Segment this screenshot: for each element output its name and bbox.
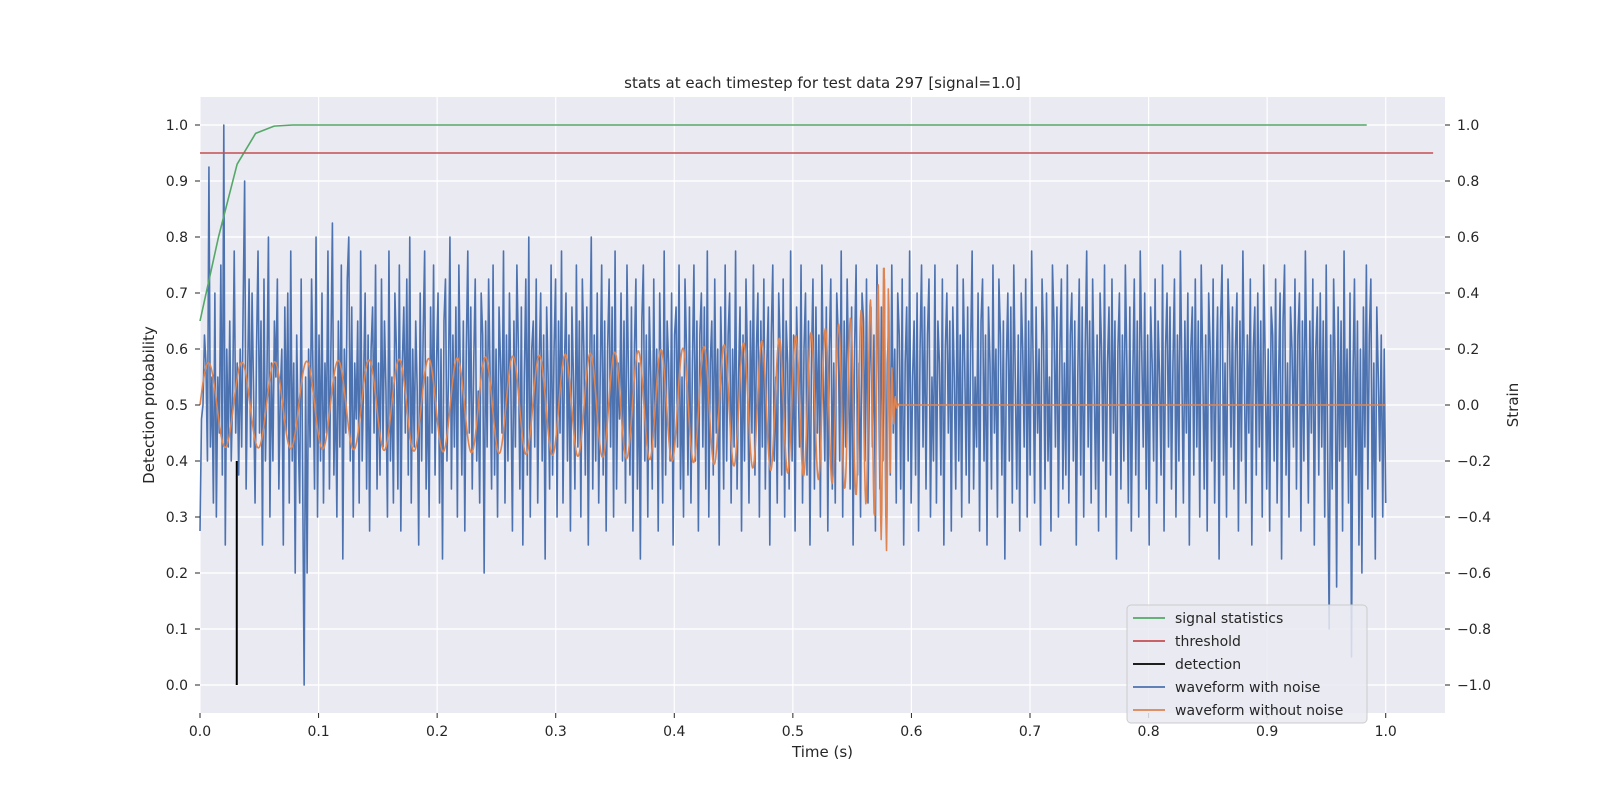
- axes: 0.0 0.1 0.2 0.3 0.4 0.5 0.6 0.7 0.8 0.9 1.0 0.0 0.1 0…: [166, 118, 1491, 740]
- y-tick-label-right: 0.0: [1457, 398, 1479, 414]
- y-tick-label-left: 0.9: [166, 174, 188, 190]
- x-tick-label: 1.0: [1375, 724, 1397, 740]
- series-signal-statistics: [199, 124, 1367, 322]
- chart-title: stats at each timestep for test data 297…: [624, 74, 1021, 92]
- x-tick-label: 0.6: [900, 724, 922, 740]
- series-waveform-with-noise: [199, 124, 1387, 686]
- x-tick-label: 0.8: [1137, 724, 1159, 740]
- x-tick-label: 0.2: [426, 724, 448, 740]
- y-tick-label-left: 0.2: [166, 566, 188, 582]
- y-tick-label-right: −0.4: [1457, 510, 1491, 526]
- legend-label: signal statistics: [1175, 611, 1283, 627]
- x-tick-label: 0.3: [545, 724, 567, 740]
- y-tick-label-right: 0.8: [1457, 174, 1479, 190]
- y-tick-label-left: 0.8: [166, 230, 188, 246]
- x-tick-label: 0.4: [663, 724, 685, 740]
- y-tick-label-right: −1.0: [1457, 678, 1491, 694]
- legend-label: threshold: [1175, 634, 1241, 650]
- y-tick-label-right: 0.6: [1457, 230, 1479, 246]
- y-tick-label-right: 1.0: [1457, 118, 1479, 134]
- legend: signal statistics threshold detection wavef…: [1126, 604, 1368, 724]
- y-tick-label-left: 1.0: [166, 118, 188, 134]
- y-axis-label-left: Detection probability: [140, 326, 158, 484]
- y-tick-label-right: −0.2: [1457, 454, 1491, 470]
- y-tick-label-left: 0.0: [166, 678, 188, 694]
- x-axis-label: Time (s): [791, 743, 853, 761]
- x-tick-label: 0.7: [1019, 724, 1041, 740]
- y-tick-label-left: 0.7: [166, 286, 188, 302]
- y-tick-label-left: 0.5: [166, 398, 188, 414]
- series-waveform-without-noise: [199, 267, 1386, 552]
- y-tick-label-left: 0.1: [166, 622, 188, 638]
- y-tick-label-right: −0.8: [1457, 622, 1491, 638]
- legend-label: waveform without noise: [1175, 703, 1343, 719]
- y-tick-label-right: 0.4: [1457, 286, 1479, 302]
- legend-label: detection: [1175, 657, 1241, 673]
- legend-box: [1126, 604, 1368, 724]
- legend-label: waveform with noise: [1175, 680, 1320, 696]
- y-tick-label-left: 0.6: [166, 342, 188, 358]
- x-tick-label: 0.1: [307, 724, 329, 740]
- y-axis-label-right: Strain: [1504, 383, 1522, 427]
- y-tick-label-right: −0.6: [1457, 566, 1491, 582]
- series-layer: [199, 124, 1434, 686]
- y-tick-label-left: 0.3: [166, 510, 188, 526]
- y-tick-label-right: 0.2: [1457, 342, 1479, 358]
- x-tick-label: 0.0: [189, 724, 211, 740]
- y-tick-label-left: 0.4: [166, 454, 188, 470]
- x-tick-label: 0.5: [782, 724, 804, 740]
- x-tick-label: 0.9: [1256, 724, 1278, 740]
